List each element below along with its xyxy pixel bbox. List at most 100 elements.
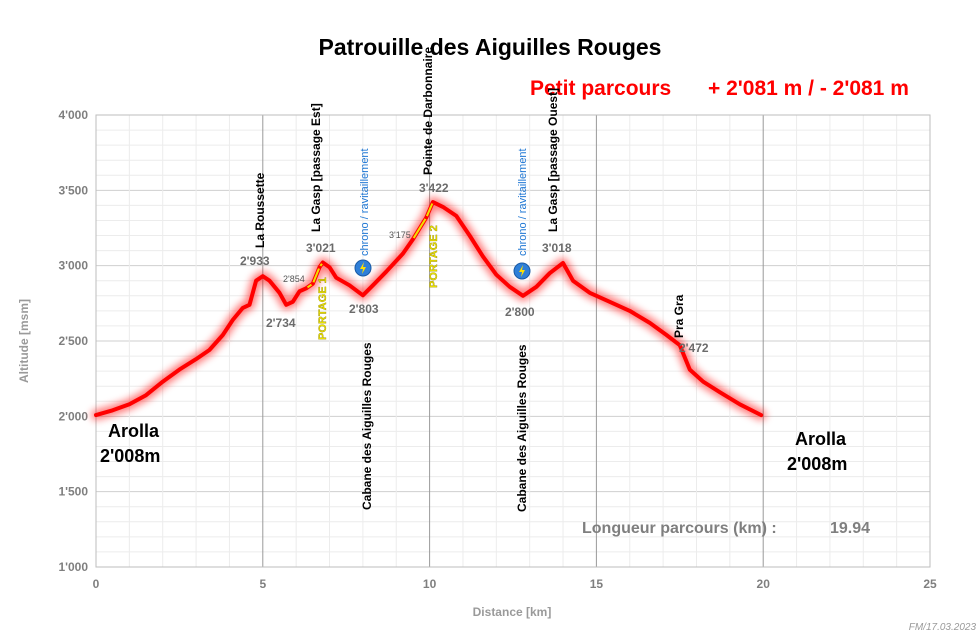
elevation-point (401, 252, 405, 256)
elevation-point (608, 300, 612, 304)
x-tick-label: 0 (93, 577, 100, 591)
elevation-point (628, 309, 632, 313)
elevation-point (277, 291, 282, 295)
elevation-point (424, 215, 428, 220)
x-tick-label: 5 (259, 577, 266, 591)
elevation-point (494, 273, 498, 277)
y-tick-label: 4'000 (58, 108, 88, 122)
elevation-point (534, 285, 538, 289)
elevation-summary: + 2'081 m / - 2'081 m (708, 77, 909, 100)
elevation-point (701, 380, 705, 384)
elevation-point (521, 294, 525, 298)
elevation-point (738, 402, 742, 406)
elevation-point (384, 270, 388, 274)
chrono-label-2: chrono / ravitaillement (517, 148, 529, 256)
label-cabane-2: Cabane des Aiguilles Rouges (515, 344, 529, 512)
y-tick-label: 1'000 (58, 560, 88, 574)
elevation-point (254, 279, 258, 283)
elevation-point (284, 303, 288, 307)
elevation-point (481, 255, 485, 259)
portage-label-1: PORTAGE 1 (317, 277, 329, 340)
elevation-point (588, 291, 592, 295)
credit: FM/17.03.2023 (909, 622, 977, 633)
alt-pra-gra: 2'472 (679, 341, 709, 355)
y-tick-label: 2'000 (58, 409, 88, 423)
elevation-point (94, 413, 98, 417)
alt-minor-3175: 3'175 (389, 230, 411, 240)
elevation-point (664, 333, 669, 337)
elevation-point (327, 265, 332, 269)
label-la-gasp-est: La Gasp [passage Est] (309, 103, 323, 232)
elevation-point (508, 285, 512, 289)
elevation-point (221, 333, 225, 337)
finish-name: Arolla (795, 429, 847, 449)
x-tick-label: 25 (923, 577, 937, 591)
elevation-point (231, 318, 235, 322)
elevation-point (267, 279, 272, 283)
elevation-point (454, 214, 458, 218)
start-altitude: 2'008m (100, 446, 160, 466)
elevation-point (291, 300, 295, 304)
elevation-point (194, 357, 198, 361)
alt-cabane-2: 2'800 (505, 305, 535, 319)
chrono-label-1: chrono / ravitaillement (359, 148, 371, 256)
elevation-point (357, 291, 362, 295)
elevation-point (241, 306, 245, 310)
y-axis-label: Altitude [msm] (17, 299, 31, 383)
chart-subtitle: Petit parcours (530, 77, 671, 100)
portage-segment (305, 261, 324, 290)
x-axis-ticks: 0 5 10 15 20 25 (93, 577, 937, 591)
elevation-point (548, 271, 552, 275)
alt-la-gasp-est: 3'021 (306, 241, 336, 255)
elevation-point (177, 368, 181, 372)
elevation-point (311, 282, 315, 286)
elevation-point (431, 200, 435, 204)
elevation-point (321, 260, 325, 265)
elevation-point (304, 286, 308, 290)
chart-title: Patrouille des Aiguilles Rouges (319, 34, 662, 60)
elevation-points (94, 200, 763, 417)
finish-altitude: 2'008m (787, 454, 847, 474)
x-axis-label: Distance [km] (473, 605, 552, 619)
alt-la-roussette: 2'933 (240, 254, 270, 268)
y-axis-ticks: 1'000 1'500 2'000 2'500 3'000 3'500 4'000 (58, 108, 88, 574)
x-tick-label: 10 (423, 577, 437, 591)
elevation-point (571, 279, 575, 283)
elevation-point (441, 205, 445, 209)
x-tick-label: 15 (590, 577, 604, 591)
alt-la-gasp-ouest: 3'018 (542, 241, 572, 255)
elevation-point (261, 274, 265, 278)
elevation-point (718, 390, 722, 394)
elevation-point (161, 380, 165, 384)
chrono-icon-2 (513, 262, 531, 280)
y-tick-label: 2'500 (58, 334, 88, 348)
elevation-point (297, 289, 302, 293)
alt-cabane-1: 2'803 (349, 302, 379, 316)
label-la-gasp-ouest: La Gasp [passage Ouest] (546, 88, 560, 232)
y-tick-label: 1'500 (58, 485, 88, 499)
chart-grid (95, 114, 931, 568)
alt-pointe-darbonnaire: 3'422 (419, 181, 449, 195)
label-pointe-darbonnaire: Pointe de Darbonnaire (421, 47, 435, 175)
elevation-point (688, 368, 692, 372)
label-pra-gra: Pra Gra (672, 294, 686, 338)
elevation-point (334, 276, 338, 280)
elevation-point (759, 413, 763, 417)
elevation-point (468, 233, 472, 238)
elevation-point (127, 402, 131, 406)
elevation-point (144, 393, 148, 397)
elevation-point (561, 261, 565, 265)
elevation-point (371, 283, 375, 287)
label-cabane-1: Cabane des Aiguilles Rouges (360, 342, 374, 510)
elevation-point (411, 237, 415, 241)
elevation-point (247, 303, 252, 307)
elevation-point (207, 348, 212, 352)
start-name: Arolla (108, 421, 160, 441)
portage-label-2: PORTAGE 2 (428, 225, 440, 288)
chrono-icon-1 (354, 259, 372, 277)
alt-low-point: 2'734 (266, 316, 296, 330)
elevation-point (678, 343, 682, 347)
elevation-point (648, 321, 652, 325)
elevation-line (94, 200, 764, 418)
